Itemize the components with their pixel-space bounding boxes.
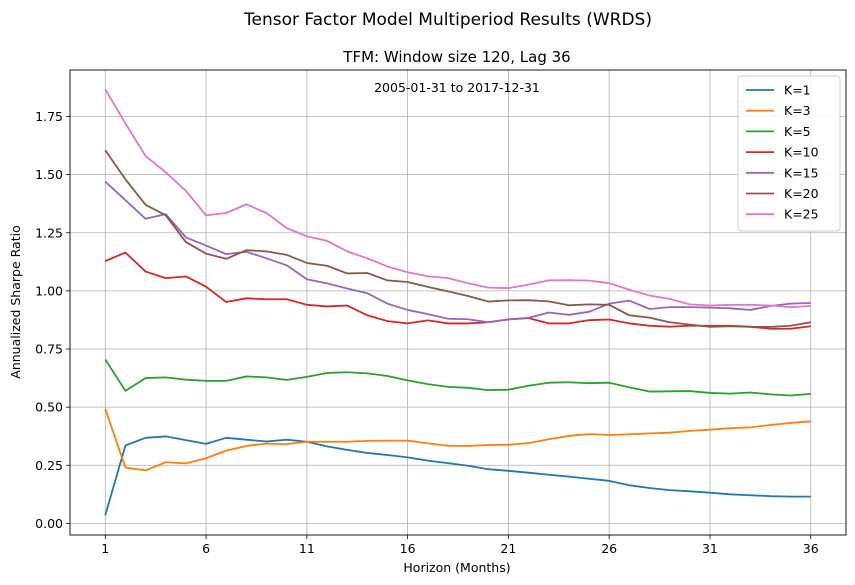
y-tick-label: 1.25 bbox=[35, 225, 63, 240]
y-axis-ticks: 0.00 0.25 0.50 0.75 1.00 1.25 1.50 1.75 bbox=[35, 109, 70, 531]
grid bbox=[70, 70, 846, 535]
date-range-annotation: 2005-01-31 to 2017-12-31 bbox=[374, 80, 540, 95]
series-line-k-20 bbox=[104, 149, 811, 328]
y-tick-label: 1.50 bbox=[35, 167, 63, 182]
legend: K=1 K=3 K=5 K=10 K=15 K=20 K=25 bbox=[737, 75, 841, 232]
legend-label: K=10 bbox=[784, 145, 819, 160]
legend-entry: K=1 bbox=[746, 83, 811, 98]
x-tick-label: 16 bbox=[400, 541, 416, 556]
x-tick-label: 1 bbox=[101, 541, 109, 556]
y-tick-label: 0.50 bbox=[35, 400, 63, 415]
series-lines bbox=[104, 88, 811, 516]
legend-label: K=3 bbox=[784, 103, 811, 118]
y-tick-label: 0.25 bbox=[35, 458, 63, 473]
series-line-k-5 bbox=[104, 358, 811, 397]
legend-entry: K=15 bbox=[746, 165, 819, 180]
x-tick-label: 31 bbox=[702, 541, 718, 556]
series-line-k-25 bbox=[104, 88, 811, 309]
legend-label: K=15 bbox=[784, 165, 819, 180]
figure-suptitle: Tensor Factor Model Multiperiod Results … bbox=[243, 10, 652, 30]
x-tick-label: 26 bbox=[601, 541, 617, 556]
x-axis-ticks: 1 6 11 16 21 26 31 36 bbox=[101, 535, 819, 556]
legend-label: K=5 bbox=[784, 124, 811, 139]
series-line-k-3 bbox=[104, 408, 811, 472]
x-tick-label: 21 bbox=[500, 541, 516, 556]
axes-frame bbox=[69, 69, 847, 536]
y-tick-label: 1.00 bbox=[35, 283, 63, 298]
plot-area: 1 6 11 16 21 26 31 36 0.000.250.500.751.001.251… bbox=[35, 69, 847, 556]
x-axis-label: Horizon (Months) bbox=[403, 560, 510, 575]
series-line-k-1 bbox=[104, 435, 811, 516]
legend-entry: K=20 bbox=[746, 186, 819, 201]
legend-label: K=1 bbox=[784, 83, 811, 98]
legend-entry: K=5 bbox=[746, 124, 811, 139]
legend-entry: K=3 bbox=[746, 103, 811, 118]
x-tick-label: 11 bbox=[299, 541, 315, 556]
y-tick-label: 1.75 bbox=[35, 109, 63, 124]
legend-entry: K=10 bbox=[746, 145, 819, 160]
x-tick-label: 6 bbox=[202, 541, 210, 556]
legend-entry: K=25 bbox=[746, 207, 819, 222]
legend-label: K=20 bbox=[784, 186, 819, 201]
y-axis-label: Annualized Sharpe Ratio bbox=[8, 225, 23, 378]
x-tick-label: 36 bbox=[803, 541, 819, 556]
chart-title: TFM: Window size 120, Lag 36 bbox=[342, 48, 570, 66]
y-tick-label: 0.75 bbox=[35, 342, 63, 357]
y-tick-label: 0.00 bbox=[35, 516, 63, 531]
legend-box bbox=[737, 75, 841, 232]
series-line-k-15 bbox=[104, 180, 811, 324]
legend-label: K=25 bbox=[784, 207, 819, 222]
